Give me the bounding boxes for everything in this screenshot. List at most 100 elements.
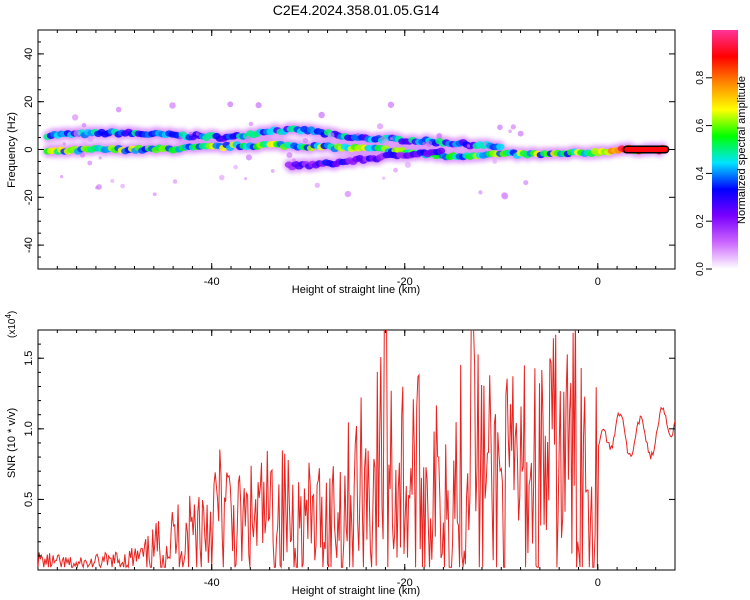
spectral-noise	[302, 137, 309, 144]
x-tick-label: -40	[204, 577, 220, 589]
y-tick-label: 1.5	[23, 351, 35, 366]
spectral-noise	[144, 144, 149, 149]
spectral-noise	[292, 158, 296, 163]
spectral-noise	[356, 132, 360, 137]
spectral-noise	[286, 152, 293, 159]
spectral-noise	[152, 192, 157, 197]
spectral-noise	[422, 142, 426, 146]
spectral-noise	[120, 183, 125, 189]
spectral-noise	[71, 114, 79, 121]
spectrogram-marks	[42, 101, 670, 200]
spectral-noise	[87, 160, 93, 166]
x-tick-label: -20	[397, 577, 413, 589]
spectral-noise	[478, 190, 483, 195]
snr-multiplier-base: (x10	[7, 318, 18, 338]
y-tick-label: 0	[23, 146, 35, 152]
spectral-noise	[466, 144, 471, 148]
colorbar-ticks: 0.0 0.2 0.4 0.6 0.8	[695, 70, 712, 276]
spectral-noise	[380, 136, 385, 141]
spectral-noise	[95, 186, 99, 190]
spectral-noise	[62, 142, 66, 146]
spectral-cell	[436, 147, 446, 155]
spectral-noise	[404, 161, 412, 168]
spectral-noise	[393, 167, 398, 173]
colorbar-tick-label: 0.2	[695, 214, 706, 228]
spectral-noise	[492, 159, 497, 164]
spectral-noise	[115, 106, 122, 113]
spectral-noise	[195, 132, 200, 136]
snr-marks	[38, 330, 675, 570]
spectrogram-y-axis-label: Frequency (Hz)	[6, 112, 18, 188]
spectral-noise	[255, 102, 262, 109]
snr-multiplier: (x104)	[4, 311, 18, 338]
svg-text:(x104): (x104)	[4, 311, 18, 338]
spectral-noise	[79, 152, 86, 158]
y-tick-label: 40	[23, 48, 35, 60]
y-tick-label: 20	[23, 96, 35, 108]
spectral-noise	[172, 179, 178, 184]
spectral-noise	[244, 135, 251, 142]
spectral-noise	[73, 130, 81, 137]
colorbar-gradient	[712, 30, 738, 269]
colorbar: 0.0 0.2 0.4 0.6 0.8 Normalized spectral ampl…	[695, 30, 748, 276]
spectral-noise	[81, 122, 87, 128]
spectrogram-y-ticks: -40 -20 0 20 40	[23, 29, 675, 270]
spectrogram-x-ticks: -40 -20 0	[37, 30, 676, 288]
spectral-noise	[244, 176, 248, 181]
snr-x-axis-label: Height of straight line (km)	[292, 585, 420, 597]
y-tick-label: 0.5	[23, 492, 35, 507]
spectral-noise	[328, 132, 335, 139]
y-tick-label: -40	[23, 237, 35, 253]
spectral-cell	[496, 143, 505, 151]
chart-title: C2E4.2024.358.01.05.G14	[273, 2, 440, 18]
spectral-noise	[188, 131, 193, 136]
y-tick-label: 1.0	[23, 421, 35, 436]
spectral-noise	[382, 176, 386, 180]
x-tick-label: -20	[397, 276, 413, 288]
colorbar-tick-label: 0.8	[695, 70, 706, 84]
colorbar-tick-label: 0.6	[695, 118, 706, 132]
spectral-noise	[389, 137, 393, 141]
snr-panel: -40 -20 0 0.5 1.0 1.5 Height of straight lin…	[4, 311, 676, 597]
spectral-noise	[245, 154, 252, 161]
spectral-noise	[178, 136, 183, 141]
x-tick-label: 0	[595, 276, 601, 288]
colorbar-label: Normalized spectral amplitude	[736, 76, 748, 224]
spectral-noise	[482, 141, 487, 146]
y-tick-label: -20	[23, 189, 35, 205]
spectral-noise	[517, 130, 524, 137]
x-tick-label: 0	[595, 577, 601, 589]
spectral-noise	[318, 111, 325, 119]
spectral-noise	[387, 101, 395, 108]
spectral-noise	[501, 192, 508, 199]
spectral-noise	[59, 175, 64, 179]
spectral-noise	[233, 164, 238, 170]
spectral-noise	[98, 156, 102, 160]
snr-y-ticks: 0.5 1.0 1.5	[23, 343, 675, 557]
spectrogram-panel: -40 -20 0 -40 -20 0 20 40 Height of straight l…	[6, 29, 676, 296]
snr-y-axis-label: SNR (10 * v/v)	[6, 408, 18, 478]
spectrogram-x-axis-label: Height of straight line (km)	[292, 284, 420, 296]
spectral-noise	[523, 180, 529, 186]
spectral-noise	[248, 121, 254, 127]
spectral-noise	[219, 174, 225, 181]
snr-x-ticks: -40 -20 0	[37, 330, 676, 589]
snr-multiplier-exp: 4	[4, 314, 13, 319]
spectral-noise	[169, 102, 176, 109]
spectral-noise	[508, 129, 512, 134]
spectral-noise	[436, 133, 443, 139]
colorbar-tick-label: 0.4	[695, 166, 706, 180]
spectral-noise	[425, 140, 433, 147]
spectral-noise	[497, 124, 503, 131]
spectral-noise	[110, 178, 115, 183]
x-tick-label: -40	[204, 276, 220, 288]
spectral-noise	[87, 135, 94, 143]
colorbar-tick-label: 0.0	[695, 262, 706, 276]
spectral-noise	[510, 124, 516, 130]
spectral-noise	[227, 101, 234, 108]
spectral-noise	[314, 182, 320, 188]
spectral-noise	[344, 190, 352, 198]
spectral-noise	[376, 123, 384, 130]
snr-series-line	[38, 330, 675, 570]
